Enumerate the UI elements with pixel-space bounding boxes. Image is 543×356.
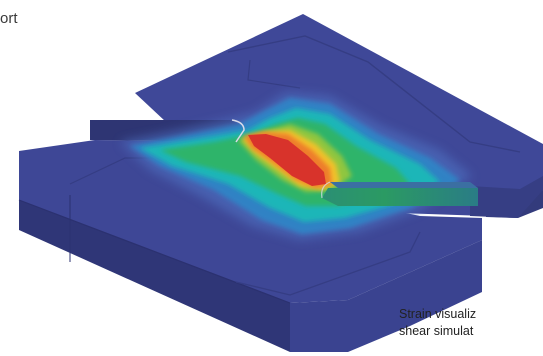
figure-caption: Strain visualiz shear simulat — [399, 306, 476, 340]
caption-line-1: Strain visualiz — [399, 307, 477, 321]
right-bar-top — [330, 182, 478, 188]
front-plate-right-side — [290, 240, 482, 352]
contour-red — [248, 134, 326, 186]
back-plate-front — [470, 176, 543, 218]
top-text-fragment: ort — [0, 10, 18, 27]
caption-line-2: shear simulat — [399, 324, 474, 338]
right-bar — [322, 182, 478, 206]
notch-edges — [231, 119, 331, 199]
right-bar-front — [322, 188, 478, 206]
